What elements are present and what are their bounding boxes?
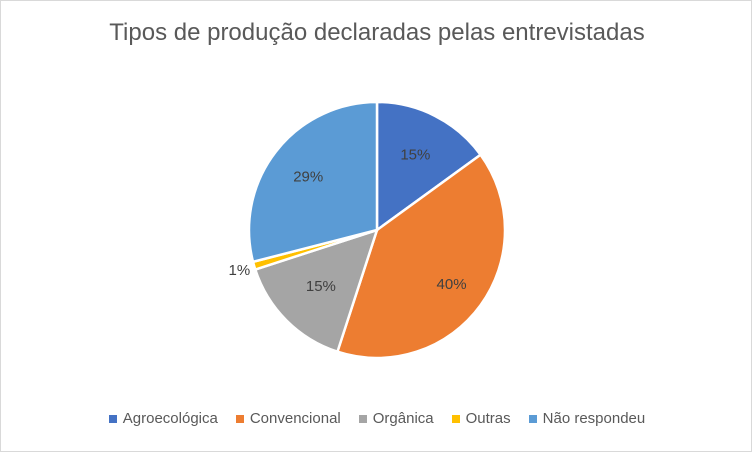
legend-label: Outras (465, 410, 511, 427)
pie-slice-1 (375, 100, 483, 233)
legend-swatch (235, 414, 244, 423)
slice-data-label: 15% (306, 278, 336, 295)
chart-title: Tipos de produção declaradas pelas entre… (109, 19, 645, 46)
slice-data-label: 1% (228, 262, 250, 279)
legend-item: Convencional (235, 410, 341, 427)
legend-label: Não respondeu (542, 410, 646, 427)
pie-slice-5 (247, 100, 379, 264)
legend-item: Não respondeu (528, 410, 646, 427)
legend-swatch (108, 414, 117, 423)
slice-data-label: 40% (437, 276, 467, 293)
slice-data-label: 29% (293, 169, 323, 186)
legend-label: Agroecológica (122, 410, 218, 427)
pie-slice-2 (335, 153, 507, 360)
legend-item: Outras (451, 410, 511, 427)
legend-swatch (358, 414, 367, 423)
slice-data-label: 15% (400, 147, 430, 164)
legend-label: Orgânica (372, 410, 434, 427)
legend-swatch (528, 414, 537, 423)
legend-item: Agroecológica (108, 410, 218, 427)
chart-legend: Agroecológica Convencional Orgânica Outras N… (1, 410, 752, 427)
legend-item: Orgânica (358, 410, 434, 427)
legend-label: Convencional (249, 410, 341, 427)
legend-swatch (451, 414, 460, 423)
